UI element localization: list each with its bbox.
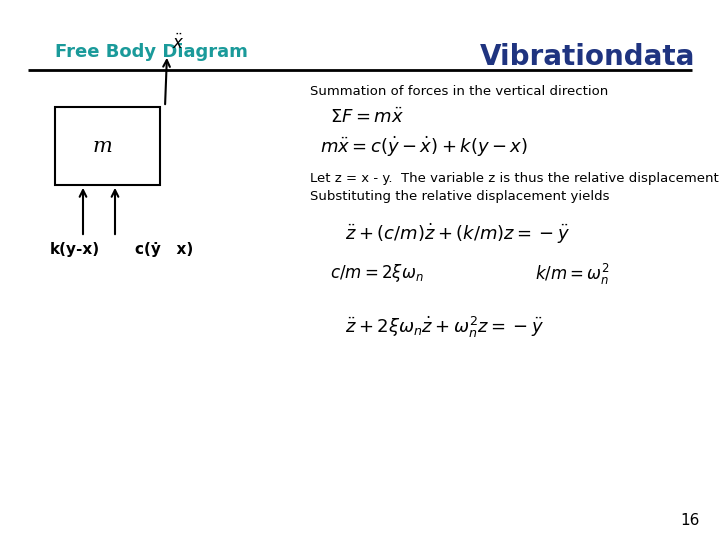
Text: Let z = x - y.  The variable z is thus the relative displacement.: Let z = x - y. The variable z is thus th… [310,172,720,185]
Text: Substituting the relative displacement yields: Substituting the relative displacement y… [310,190,610,203]
Text: $c/m=2\xi\omega_n$: $c/m=2\xi\omega_n$ [330,262,423,284]
Text: Free Body Diagram: Free Body Diagram [55,43,248,61]
Text: Summation of forces in the vertical direction: Summation of forces in the vertical dire… [310,85,608,98]
Text: $\ddot{x}$: $\ddot{x}$ [172,34,184,53]
Text: Vibrationdata: Vibrationdata [480,43,695,71]
Text: 16: 16 [680,513,700,528]
Text: c(ẏ   x): c(ẏ x) [135,242,193,257]
Text: $\ddot{z}+(c/m)\dot{z}+(k/m)z=-\ddot{y}$: $\ddot{z}+(c/m)\dot{z}+(k/m)z=-\ddot{y}$ [345,222,570,246]
Bar [55,107,160,185]
Text: k(y-x): k(y-x) [50,242,100,257]
Text: $\ddot{z}+2\xi\omega_n\dot{z}+\omega_n^2 z=-\ddot{y}$: $\ddot{z}+2\xi\omega_n\dot{z}+\omega_n^2… [345,315,544,340]
Text: $k/m=\omega_n^2$: $k/m=\omega_n^2$ [535,262,610,287]
Text: $m\ddot{x} = c(\dot{y}-\dot{x})+k(y-x)$: $m\ddot{x} = c(\dot{y}-\dot{x})+k(y-x)$ [320,135,528,159]
Text: $\Sigma F = m\ddot{x}$: $\Sigma F = m\ddot{x}$ [330,108,404,127]
Text: m: m [93,137,112,156]
